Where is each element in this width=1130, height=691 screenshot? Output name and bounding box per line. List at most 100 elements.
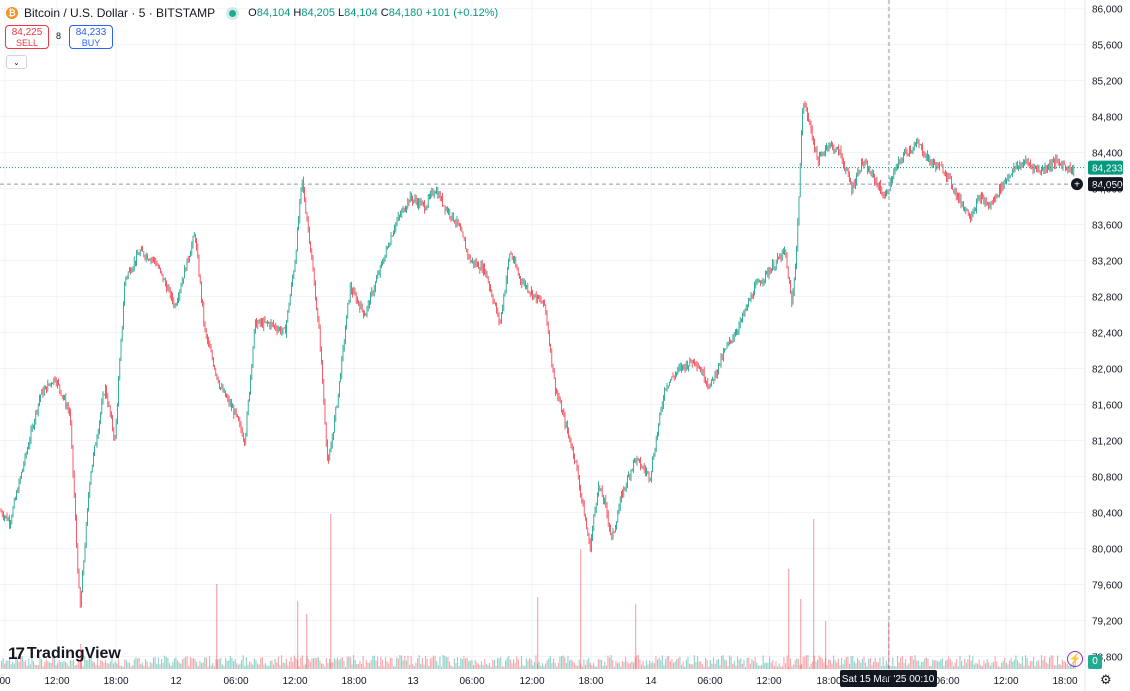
volume-bar <box>172 662 174 669</box>
volume-bar <box>762 655 764 669</box>
volume-bar <box>388 663 390 669</box>
crosshair-time-label: Sat 15 Mar '25 00:10 <box>842 674 935 685</box>
volume-bar <box>428 666 430 669</box>
volume-bar <box>343 661 345 669</box>
volume-bar <box>781 666 783 669</box>
tradingview-logo[interactable]: 17 TradingView <box>8 644 121 664</box>
volume-bar <box>197 666 199 669</box>
volume-bar <box>961 660 963 669</box>
x-tick-label: 12:00 <box>756 676 781 687</box>
volume-bar <box>658 657 660 669</box>
volume-bar <box>800 599 802 669</box>
volume-bar <box>575 665 577 669</box>
volume-bar <box>162 662 164 669</box>
volume-bar <box>695 661 697 669</box>
volume-bar <box>978 659 980 669</box>
volume-bar <box>858 660 860 669</box>
buy-button[interactable]: 84,233 BUY <box>69 25 113 49</box>
volume-bar <box>216 584 218 669</box>
volume-bar <box>493 659 495 669</box>
x-tick-label: 06:00 <box>934 676 959 687</box>
volume-bar <box>189 656 191 669</box>
volume-bar <box>877 662 879 669</box>
volume-bar <box>361 663 363 669</box>
volume-bar <box>823 662 825 669</box>
volume-bar <box>469 660 471 669</box>
volume-bar <box>298 666 300 669</box>
volume-bar <box>45 659 47 669</box>
volume-bar <box>713 657 715 669</box>
volume-bar <box>738 659 740 669</box>
volume-bar <box>930 666 932 669</box>
y-tick-label: 85,600 <box>1092 41 1123 52</box>
symbol-title[interactable]: Bitcoin / U.S. Dollar · 5 · BITSTAMP <box>24 6 216 20</box>
volume-bar <box>861 658 863 669</box>
volume-bar <box>508 656 510 669</box>
volume-bar <box>615 660 617 669</box>
volume-bar <box>65 661 67 669</box>
gear-icon[interactable]: ⚙ <box>1100 672 1112 687</box>
volume-bar <box>255 660 257 669</box>
y-tick-label: 81,600 <box>1092 401 1123 412</box>
volume-bar <box>391 658 393 669</box>
y-tick-label: 80,400 <box>1092 508 1123 519</box>
volume-bar <box>292 661 294 669</box>
volume-bar <box>949 658 951 669</box>
volume-bar <box>205 657 207 669</box>
volume-bar <box>605 665 607 669</box>
volume-bar <box>417 658 419 669</box>
volume-bar <box>381 659 383 669</box>
volume-bar <box>245 657 247 669</box>
volume-bar <box>389 657 391 669</box>
volume-bar <box>569 660 571 669</box>
volume-bar <box>492 660 494 669</box>
volume-bar <box>842 664 844 669</box>
volume-bar <box>660 660 662 669</box>
volume-bar <box>330 514 332 669</box>
volume-bar <box>693 655 695 669</box>
volume-bar <box>269 661 271 669</box>
crosshair-price-label-bg <box>1088 177 1123 192</box>
volume-bar <box>639 659 641 669</box>
volume-bar <box>570 659 572 669</box>
volume-bar <box>633 662 635 669</box>
volume-bar <box>815 661 817 669</box>
volume-bar <box>74 665 76 669</box>
low-value: 84,104 <box>344 7 378 19</box>
market-status-icon <box>229 9 237 17</box>
volume-bar <box>714 663 716 669</box>
lightning-icon[interactable]: ⚡ <box>1067 651 1083 667</box>
volume-bar <box>418 655 420 669</box>
sell-button[interactable]: 84,225 SELL <box>5 25 49 49</box>
x-tick-label: 06:00 <box>223 676 248 687</box>
volume-bar <box>244 665 246 669</box>
volume-bar <box>874 657 876 669</box>
collapse-legend-button[interactable]: ⌄ <box>6 55 27 69</box>
volume-bar <box>61 662 63 669</box>
volume-bar <box>185 656 187 669</box>
volume-bar <box>354 660 356 669</box>
volume-bar <box>268 665 270 669</box>
volume-bar <box>1033 656 1035 669</box>
volume-bar <box>442 655 444 669</box>
volume-bar <box>1053 665 1055 669</box>
volume-bar <box>756 662 758 669</box>
volume-bar <box>308 659 310 669</box>
volume-bar <box>237 664 239 669</box>
volume-bar <box>458 665 460 669</box>
volume-bar <box>637 655 639 669</box>
volume-bar <box>1065 662 1067 669</box>
volume-bar <box>788 666 790 669</box>
volume-bar <box>117 657 119 669</box>
close-value: 84,180 <box>388 7 423 19</box>
volume-bar <box>316 658 318 669</box>
x-tick-label: 18:00 <box>816 676 841 687</box>
volume-bar <box>441 666 443 669</box>
volume-bar <box>839 665 841 669</box>
volume-bar <box>468 661 470 669</box>
volume-bar <box>956 659 958 669</box>
volume-bar <box>665 659 667 669</box>
volume-bar <box>764 663 766 669</box>
volume-bar <box>450 665 452 669</box>
